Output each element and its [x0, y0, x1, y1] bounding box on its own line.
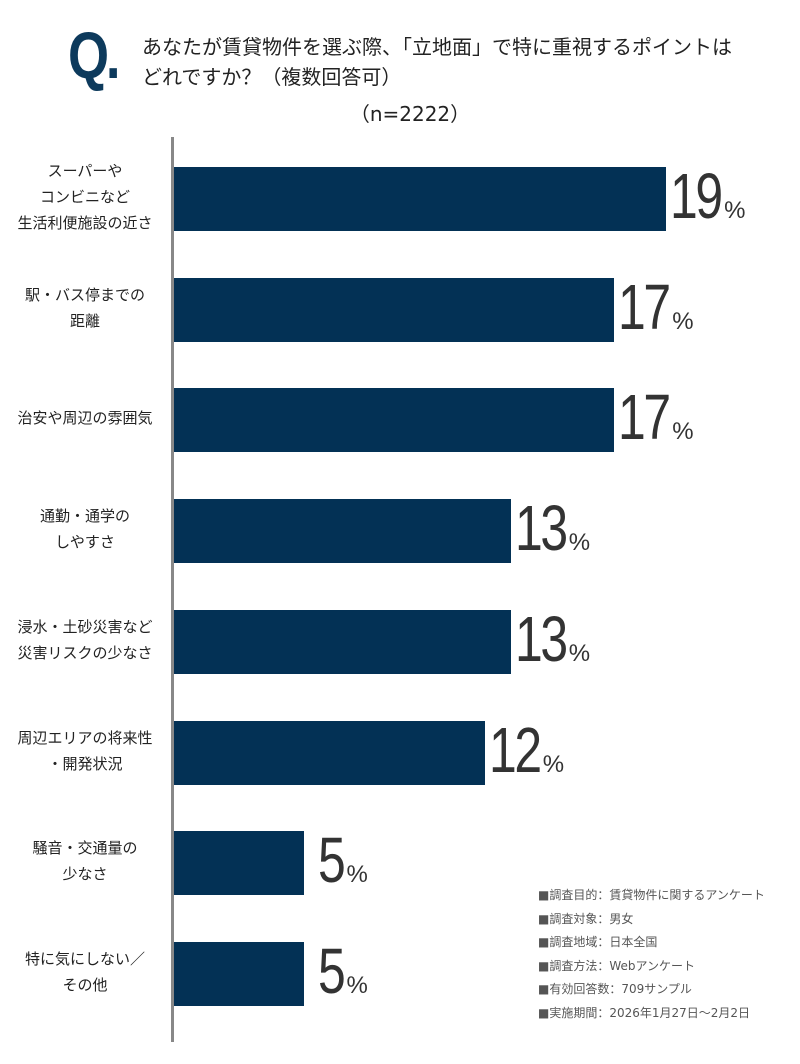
note: ■調査目的：賃貸物件に関するアンケート [538, 888, 765, 902]
data-label: 5% [318, 823, 368, 897]
category-label-line: 災害リスクの少なさ [17, 643, 153, 662]
category-label-line: 通勤・通学の [39, 507, 130, 526]
data-label-unit: % [568, 639, 591, 667]
bar [174, 831, 304, 896]
data-label-unit: % [568, 529, 591, 557]
data-label-value: 12 [488, 713, 542, 786]
data-label: 17% [618, 380, 693, 454]
bar [174, 941, 304, 1006]
category-label-line: 治安や周辺の雰囲気 [17, 409, 153, 428]
title-line-1: あなたが賃貸物件を選ぶ際、「立地面」で特に重視するポイントは [142, 35, 732, 59]
question-mark: Q. [68, 18, 121, 92]
category-label-line: スーパーや [47, 162, 123, 180]
data-label-unit: % [672, 418, 694, 446]
category-label: 周辺エリアの将来性 ・開発状況 [0, 725, 170, 777]
data-label-value: 5 [317, 824, 346, 897]
data-label: 12% [489, 713, 564, 787]
bar [174, 499, 511, 564]
category-label-line: 駅・バス停までの [24, 285, 145, 304]
data-label-value: 19 [670, 160, 723, 232]
y-axis-line [171, 137, 174, 1042]
category-label: 治安や周辺の雰囲気 [0, 405, 170, 431]
data-label-value: 17 [618, 381, 671, 454]
note: ■調査方法：Webアンケート [538, 958, 696, 973]
data-label-value: 17 [618, 270, 671, 343]
data-label-unit: % [346, 971, 368, 999]
data-label-value: 13 [514, 492, 568, 565]
category-label: 駅・バス停までの 距離 [0, 282, 170, 334]
data-label-unit: % [542, 750, 565, 778]
category-label: 特に気にしない／ その他 [0, 946, 170, 998]
category-label-line: 周辺エリアの将来性 [17, 728, 153, 747]
note: ■調査対象：男女 [538, 911, 634, 926]
note: ■有効回答数：709サンプル [538, 982, 692, 996]
data-label: 19% [670, 159, 745, 233]
bar [174, 609, 511, 674]
data-label: 13% [515, 491, 590, 565]
data-label-unit: % [724, 197, 746, 224]
note: ■実施期間：2026年1月27日～2月2日 [538, 1005, 751, 1020]
category-label-line: その他 [62, 975, 108, 994]
data-label: 5% [318, 934, 368, 1008]
data-label-unit: % [346, 861, 368, 889]
title-line-2: どれですか？（複数回答可） [142, 65, 402, 89]
bar [174, 720, 485, 785]
data-label-value: 13 [514, 602, 568, 675]
category-label: スーパーやコンビニなど生活利便施設の近さ [0, 158, 170, 236]
data-label-unit: % [672, 307, 694, 335]
category-label-line: 騒音・交通量の [32, 839, 138, 858]
chart-title: あなたが賃貸物件を選ぶ際、「立地面」で特に重視するポイントは どれですか？（複数… [142, 32, 732, 92]
bar [174, 167, 667, 231]
survey-notes: ■調査目的：賃貸物件に関するアンケート ■調査対象：男女 ■調査地域：日本全国 … [538, 884, 765, 1025]
category-label-line: しやすさ [55, 533, 115, 552]
category-label-line: 生活利便施設の近さ [17, 214, 153, 232]
category-label-line: 特に気にしない／ [24, 949, 145, 968]
category-label-line: コンビニなど [39, 188, 130, 206]
category-label: 騒音・交通量の 少なさ [0, 835, 170, 887]
category-label-line: 少なさ [62, 865, 108, 884]
sample-size: （n=2222） [349, 102, 471, 126]
category-label-line: 距離 [69, 311, 100, 330]
data-label: 13% [515, 602, 590, 676]
category-label-line: 浸水・土砂災害など [17, 617, 153, 636]
bar [174, 277, 615, 342]
data-label: 17% [618, 270, 693, 344]
category-label: 通勤・通学の しやすさ [0, 503, 170, 555]
bar [174, 388, 615, 453]
data-label-value: 5 [317, 934, 346, 1007]
category-label-line: ・開発状況 [47, 754, 123, 773]
category-label: 浸水・土砂災害など 災害リスクの少なさ [0, 614, 170, 666]
note: ■調査地域：日本全国 [538, 935, 658, 949]
